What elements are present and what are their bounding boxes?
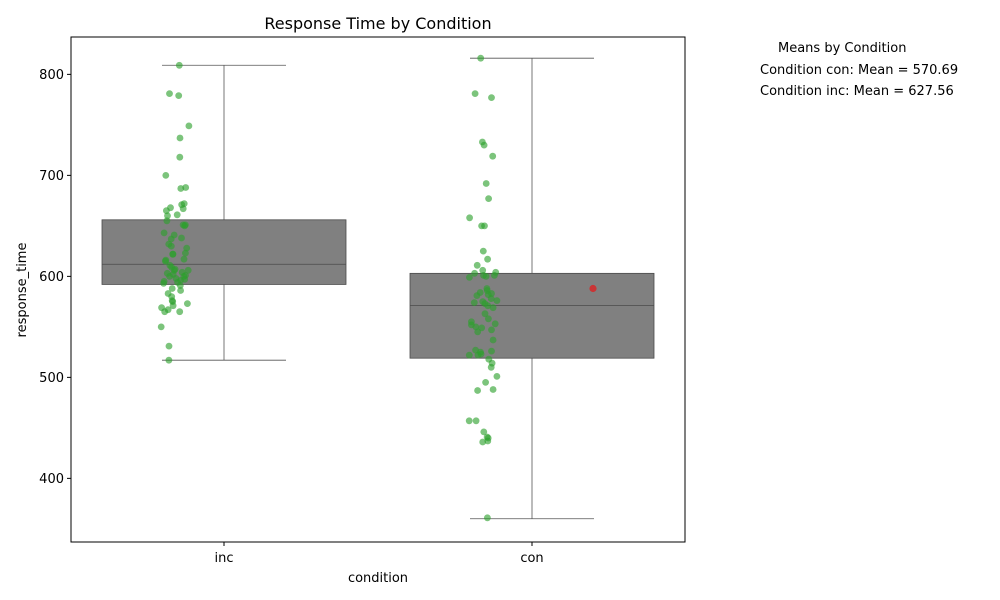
x-axis-label: condition: [348, 571, 408, 586]
data-point-inc: [157, 323, 165, 331]
data-point-con: [488, 94, 495, 101]
data-point-inc: [177, 185, 185, 192]
data-point-con: [465, 351, 473, 359]
y-tick-label: 600: [39, 270, 64, 285]
data-point-inc: [176, 153, 184, 161]
data-point-inc: [162, 257, 169, 265]
data-point-inc: [163, 207, 170, 215]
data-point-inc: [178, 234, 185, 242]
data-point-inc: [161, 308, 169, 316]
data-point-inc: [165, 356, 173, 364]
data-point-inc: [164, 212, 171, 220]
data-point-inc: [169, 302, 177, 310]
data-point-inc: [165, 342, 173, 350]
data-point-inc: [182, 249, 189, 257]
box-con: [409, 272, 655, 359]
data-point-inc: [181, 222, 189, 230]
data-point-con: [480, 141, 488, 149]
data-point-con: [491, 272, 498, 279]
data-point-con: [471, 269, 478, 277]
box-inc: [101, 219, 347, 285]
plot-area: [101, 54, 655, 522]
y-tick-label: 500: [39, 371, 64, 386]
data-point-inc: [176, 282, 184, 289]
data-point-inc: [184, 266, 192, 274]
data-point-con: [484, 437, 492, 445]
data-point-con: [473, 292, 481, 299]
data-point-inc: [163, 217, 171, 225]
data-point-con: [484, 514, 491, 522]
axes: 400 500 600 700 800 inc con: [39, 36, 686, 566]
data-point-con: [477, 54, 485, 62]
data-point-con: [481, 310, 489, 318]
data-point-con: [466, 214, 473, 222]
data-point-inc: [176, 134, 184, 142]
data-point-con: [479, 266, 487, 274]
y-tick-label: 700: [39, 169, 64, 184]
highlight-point: [589, 284, 597, 293]
legend-entry-con: Condition con: Mean = 570.69: [760, 63, 959, 78]
data-point-inc: [168, 285, 176, 292]
data-point-con: [482, 273, 490, 280]
data-point-con: [465, 417, 473, 425]
chart-title: Response Time by Condition: [264, 14, 491, 33]
y-tick-label: 800: [39, 68, 64, 83]
data-point-con: [472, 417, 480, 425]
data-point-con: [479, 247, 487, 255]
data-point-con: [474, 387, 481, 394]
data-point-inc: [173, 211, 181, 219]
data-point-inc: [184, 300, 191, 307]
plot-frame: [70, 36, 686, 543]
data-point-con: [485, 315, 492, 323]
data-point-con: [489, 386, 497, 393]
x-tick-label-con: con: [520, 551, 543, 566]
data-point-inc: [179, 205, 187, 213]
data-point-con: [485, 195, 492, 203]
x-tick-label-inc: inc: [215, 551, 234, 566]
data-point-inc: [160, 229, 168, 237]
data-point-con: [470, 299, 478, 306]
data-point-con: [484, 302, 492, 310]
data-point-con: [488, 347, 495, 355]
data-point-con: [471, 90, 479, 97]
data-point-con: [466, 274, 473, 281]
data-point-con: [493, 297, 501, 304]
data-point-inc: [162, 172, 170, 179]
y-tick-label: 400: [39, 472, 64, 487]
data-point-con: [482, 379, 489, 386]
data-point-con: [473, 261, 481, 269]
data-point-inc: [177, 287, 185, 294]
data-point-con: [480, 428, 488, 436]
data-point-con: [489, 336, 497, 344]
data-point-con: [484, 255, 491, 263]
data-point-inc: [185, 122, 193, 130]
data-point-con: [488, 326, 495, 334]
y-axis-label: response_time: [15, 243, 30, 338]
data-point-inc: [167, 235, 175, 243]
data-point-con: [487, 295, 495, 302]
data-point-con: [479, 438, 487, 446]
data-point-inc: [180, 255, 188, 263]
data-point-con: [474, 328, 482, 336]
data-point-inc: [175, 61, 183, 69]
data-point-inc: [167, 242, 175, 250]
data-point-con: [482, 180, 490, 187]
data-point-con: [491, 320, 499, 328]
data-point-con: [489, 304, 497, 312]
data-point-con: [478, 222, 485, 230]
data-point-inc: [176, 308, 184, 316]
data-point-inc: [175, 92, 183, 99]
data-point-con: [474, 351, 482, 359]
data-point-inc: [166, 273, 174, 280]
legend-title: Means by Condition: [778, 41, 907, 56]
data-point-con: [487, 363, 495, 371]
data-point-con: [493, 373, 501, 380]
data-point-inc: [160, 280, 168, 287]
legend-entry-inc: Condition inc: Mean = 627.56: [760, 84, 954, 99]
data-point-con: [489, 152, 497, 160]
data-point-inc: [169, 250, 177, 258]
data-point-inc: [166, 90, 173, 97]
